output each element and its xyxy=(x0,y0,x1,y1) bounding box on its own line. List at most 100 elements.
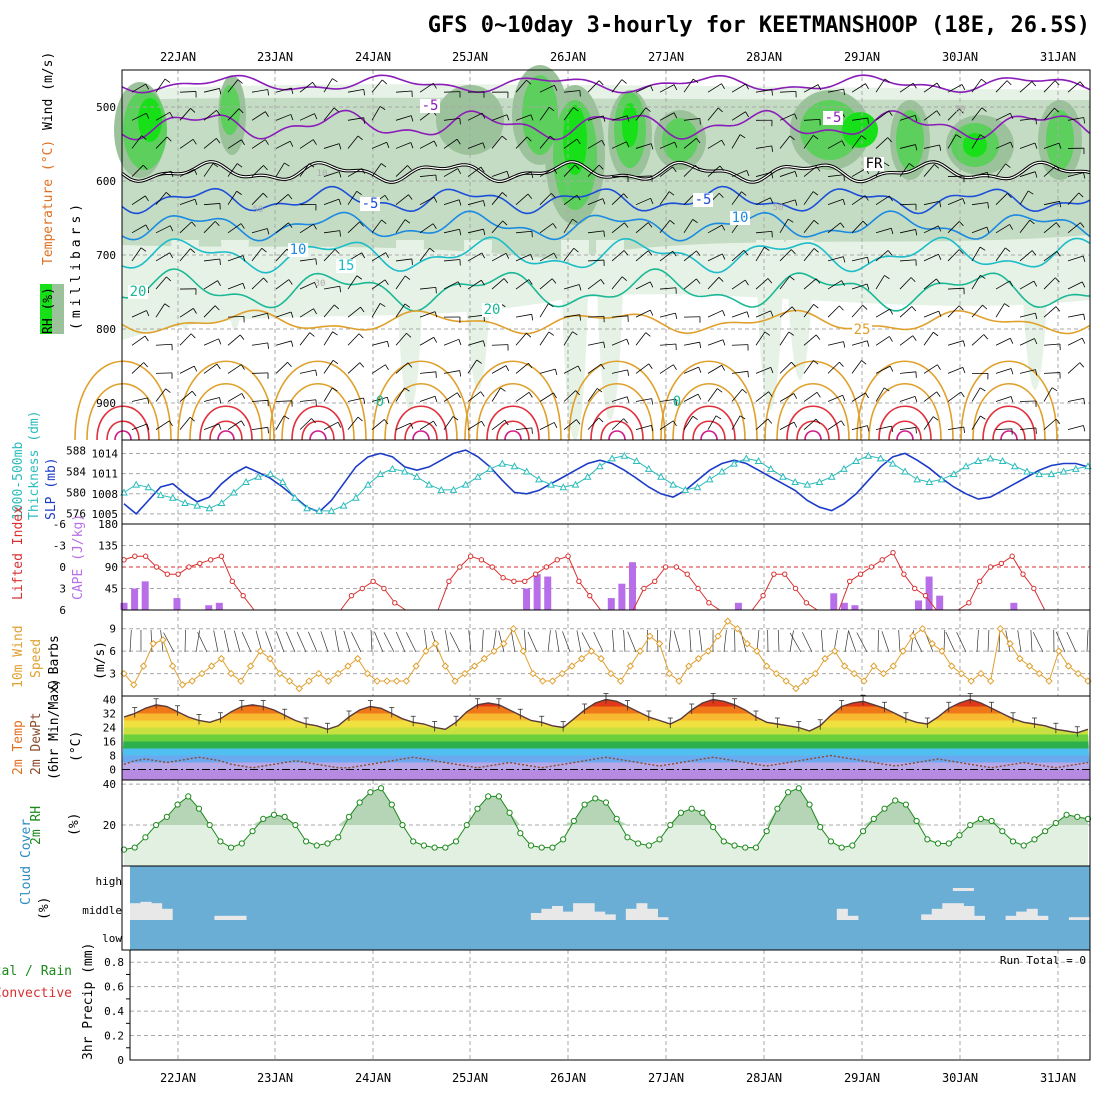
10m-wind-barb xyxy=(547,630,551,653)
rh-marker xyxy=(238,840,245,847)
li-marker xyxy=(153,564,160,570)
wind-barb-flag xyxy=(789,276,795,281)
wind-barb xyxy=(419,371,436,374)
wind-barb-flag xyxy=(314,113,318,120)
wind-barb xyxy=(707,415,717,430)
thickness-marker xyxy=(205,504,214,512)
wind-barb xyxy=(323,387,333,402)
10m-wind-marker xyxy=(168,662,177,670)
wind-barb-flag xyxy=(645,332,651,337)
wind-barb-flag xyxy=(841,140,846,147)
wind-barb xyxy=(923,310,939,318)
wind-barb-flag xyxy=(363,397,366,405)
wind-barb-flag xyxy=(722,339,726,346)
wind-barb xyxy=(227,393,243,402)
wind-barb xyxy=(947,305,960,318)
wind-barb xyxy=(683,393,699,402)
warm-dome-contour xyxy=(692,420,726,441)
wind-barb-flag xyxy=(889,308,894,315)
wind-barb-flag xyxy=(1081,281,1086,288)
cape-bar xyxy=(607,598,615,610)
precip-unit: 3hr Precip (mm) xyxy=(81,943,96,1060)
wind-barb-flag xyxy=(505,253,510,259)
10m-wind-marker xyxy=(334,669,342,678)
wind-barb xyxy=(515,230,532,234)
wind-barb-flag xyxy=(527,193,533,199)
wind-barb-flag xyxy=(651,425,654,432)
rh-marker xyxy=(710,823,717,831)
wind-barb-flag xyxy=(262,192,268,198)
slp-tick: 1008 xyxy=(92,488,119,501)
wind-barb xyxy=(131,423,148,431)
wind-barb xyxy=(899,371,916,374)
wind-barb-flag xyxy=(911,306,917,312)
rh-marker xyxy=(956,832,963,839)
rh-blob-green xyxy=(1046,110,1074,170)
wind-barb-flag xyxy=(741,191,747,196)
date-label-top: 29JAN xyxy=(844,50,880,64)
wind-barb-flag xyxy=(169,112,174,118)
wind-barb xyxy=(371,79,383,93)
wind-barb-flag xyxy=(788,331,794,336)
wind-barb-flag xyxy=(626,396,630,403)
wind-barb xyxy=(371,219,382,234)
contour-label: 50 xyxy=(773,203,784,213)
cape-label: CAPE (J/kg) xyxy=(71,514,86,600)
cape-bar xyxy=(830,593,838,610)
rh-blob-green xyxy=(220,85,240,135)
wind-barb xyxy=(515,392,530,402)
contour-label: 30 xyxy=(955,105,966,115)
wind-barb-flag xyxy=(696,250,701,256)
wind-barb-flag xyxy=(862,304,868,310)
wind-barb xyxy=(803,135,814,149)
wind-barb xyxy=(611,418,624,430)
wind-barb xyxy=(611,193,624,205)
warm-dome-contour xyxy=(972,383,1046,441)
wind-barb xyxy=(635,363,650,374)
thickness-marker xyxy=(474,472,482,480)
wind-barb xyxy=(467,359,478,374)
rh-marker xyxy=(377,785,385,792)
10m-wind-barb xyxy=(881,631,890,653)
warm-dome-contour xyxy=(486,405,540,441)
wind-barb xyxy=(1043,277,1056,290)
wind-barb-flag xyxy=(264,139,269,145)
wind-barb-flag xyxy=(721,83,725,90)
thickness-marker xyxy=(876,454,885,462)
wind-barb-flag xyxy=(794,199,798,206)
wind-barb xyxy=(635,143,652,149)
10m-wind-marker xyxy=(626,662,635,670)
wind-barb-flag xyxy=(1005,247,1011,252)
wind-barb-flag xyxy=(764,246,770,251)
wind-barb xyxy=(803,304,814,318)
wind-barb-flag xyxy=(938,254,942,260)
10m-wind-barb xyxy=(444,630,450,653)
rh-marker xyxy=(302,838,310,845)
wind-barb-flag xyxy=(884,78,891,83)
thickness-marker xyxy=(803,480,812,488)
wind-barb xyxy=(851,425,868,431)
wind-barb-flag xyxy=(789,135,795,141)
warm-dome-contour xyxy=(309,430,327,441)
wind-barb xyxy=(563,194,578,206)
wind-barb-flag xyxy=(1010,141,1014,148)
wind-barb xyxy=(419,336,435,346)
10m-wind-barb xyxy=(234,630,241,653)
wind-barb-flag xyxy=(842,199,846,206)
wind-barb-flag xyxy=(164,303,170,308)
wind-barb xyxy=(539,303,549,318)
wind-barb xyxy=(227,334,241,346)
warm-dome-contour xyxy=(106,420,140,441)
rh-blob-green xyxy=(896,110,924,170)
wind-barb xyxy=(347,275,358,290)
wind-barb xyxy=(875,425,892,431)
date-label-top: 22JAN xyxy=(160,50,196,64)
wind-barb xyxy=(659,141,675,149)
precip-label-2: Convective xyxy=(0,986,72,1001)
thickness-marker xyxy=(681,485,690,493)
wind-barb xyxy=(659,220,671,234)
li-marker xyxy=(457,564,463,570)
wind-barb xyxy=(395,90,412,93)
wind-barb-flag xyxy=(933,416,939,421)
